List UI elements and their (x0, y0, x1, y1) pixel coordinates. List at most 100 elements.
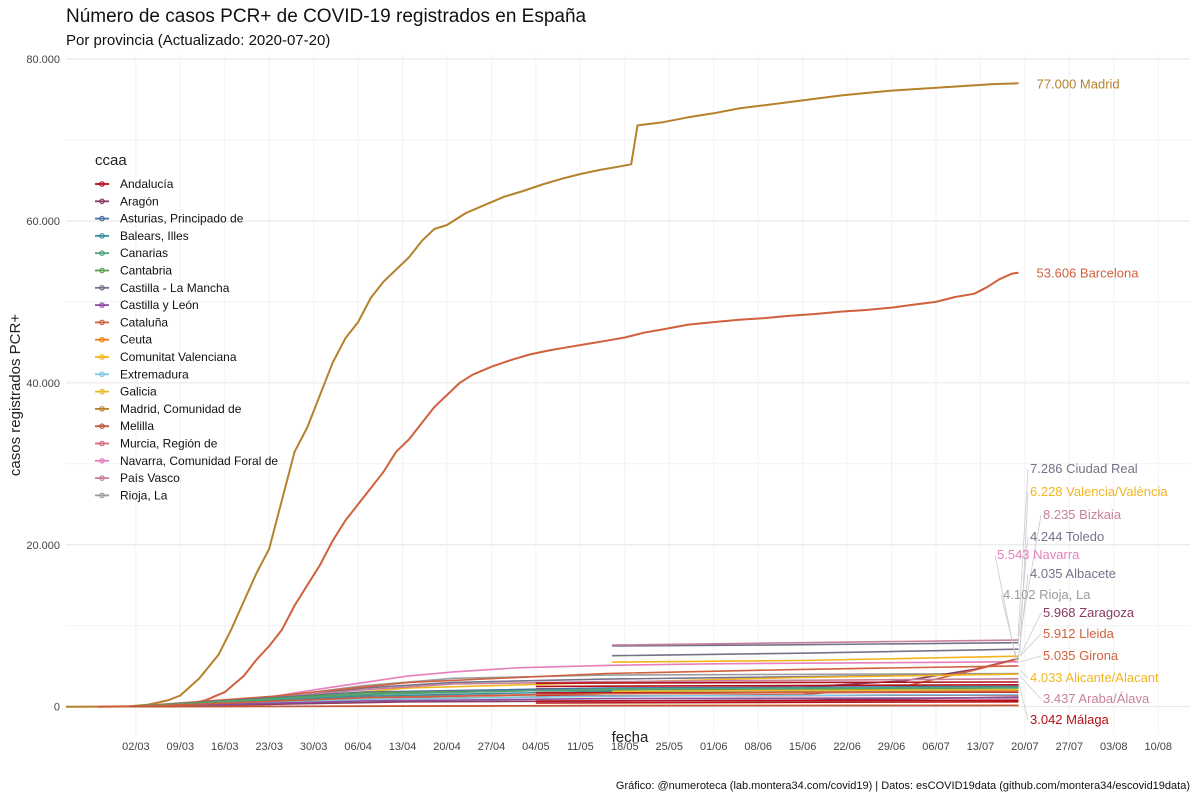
x-tick-label: 30/03 (300, 741, 328, 753)
x-tick-label: 22/06 (833, 741, 861, 753)
legend-entry: Murcia, Región de (95, 437, 218, 451)
series-line (535, 700, 1019, 704)
series-lines (65, 82, 1019, 708)
annotation-leader (1017, 573, 1029, 663)
x-tick-label: 06/07 (922, 741, 950, 753)
province-annotation: 8.235 Bizkaia (1043, 507, 1122, 522)
legend-label: Balears, Illes (120, 229, 189, 243)
y-tick-label: 20.000 (26, 540, 60, 552)
legend-entry: Madrid, Comunidad de (95, 402, 242, 416)
x-tick-label: 23/03 (255, 741, 283, 753)
x-tick-label: 03/08 (1100, 741, 1128, 753)
legend-label: Ceuta (120, 333, 152, 347)
x-tick-label: 27/04 (478, 741, 506, 753)
province-annotation: 3.437 Araba/Álava (1043, 691, 1150, 706)
x-tick-label: 02/03 (122, 741, 150, 753)
legend-label: Andalucía (120, 177, 174, 191)
chart-title: Número de casos PCR+ de COVID-19 registr… (66, 6, 587, 27)
legend-swatch-point (99, 371, 105, 378)
legend-swatch-point (99, 492, 105, 499)
x-tick-label: 27/07 (1056, 741, 1084, 753)
x-tick-label: 29/06 (878, 741, 906, 753)
gridlines (66, 55, 1190, 735)
legend-entry: Castilla y León (95, 298, 199, 312)
chart-subtitle: Por provincia (Actualizado: 2020-07-20) (66, 32, 330, 49)
y-axis-ticks: 0 20.000 40.000 60.000 80.000 (26, 54, 60, 714)
legend-label: Aragón (120, 194, 159, 208)
series-line (612, 648, 1019, 657)
legend-entry: Andalucía (95, 177, 174, 191)
legend-swatch-point (99, 423, 105, 430)
series-line (535, 681, 1019, 685)
legend-entry: País Vasco (95, 471, 180, 485)
legend-swatch-point (99, 250, 105, 257)
province-annotation: 7.286 Ciudad Real (1030, 461, 1138, 476)
legend-swatch-point (99, 233, 105, 239)
legend-label: Asturias, Principado de (120, 212, 244, 226)
series-line (129, 704, 1019, 708)
province-annotation: 4.035 Albacete (1030, 566, 1116, 581)
legend-swatch-point (99, 267, 105, 274)
legend-label: Melilla (120, 419, 154, 433)
legend-swatch-point (99, 457, 105, 464)
legend-swatch-point (99, 319, 105, 326)
legend-label: Canarias (120, 246, 168, 260)
series-end-label: 77.000 Madrid (1037, 76, 1120, 91)
x-tick-label: 18/05 (611, 741, 639, 753)
legend-label: Murcia, Región de (120, 437, 218, 451)
legend-entry: Navarra, Comunidad Foral de (95, 454, 278, 468)
province-annotation: 4.033 Alicante/Alacant (1030, 670, 1159, 685)
legend-swatch-point (99, 336, 105, 343)
x-tick-label: 06/04 (344, 741, 372, 753)
legend-entry: Comunitat Valenciana (95, 350, 237, 364)
legend: ccaa Andalucía Aragón Asturias, Principado… (95, 152, 278, 502)
y-tick-label: 40.000 (26, 378, 60, 390)
legend-swatch-point (99, 215, 105, 222)
legend-entry: Rioja, La (95, 488, 168, 502)
legend-entry: Cataluña (95, 315, 168, 329)
legend-swatch-point (99, 354, 105, 360)
legend-entry: Balears, Illes (95, 229, 189, 243)
series-line (612, 655, 1019, 663)
legend-entry: Asturias, Principado de (95, 212, 244, 226)
annotation-leader (1017, 536, 1029, 647)
series-line (65, 82, 1019, 708)
x-tick-label: 11/05 (567, 741, 594, 753)
series-line (129, 696, 1019, 708)
x-axis-ticks: 02/03 09/03 16/03 23/03 30/03 06/04 13/04 20/04… (122, 741, 1172, 753)
legend-label: Cantabria (120, 264, 172, 278)
province-annotation: 3.042 Málaga (1030, 712, 1110, 727)
legend-swatch-point (99, 388, 105, 395)
x-tick-label: 13/04 (389, 741, 417, 753)
series-line (612, 688, 1019, 693)
x-axis-label: fecha (612, 729, 649, 746)
series-line (129, 665, 1019, 708)
province-annotation: 5.912 Lleida (1043, 626, 1115, 641)
y-tick-label: 0 (54, 702, 60, 714)
annotations: 77.000 Madrid 53.606 Barcelona 7.286 Ciuda… (997, 76, 1168, 727)
x-tick-label: 04/05 (522, 741, 550, 753)
legend-label: Castilla - La Mancha (120, 281, 230, 295)
x-tick-label: 01/06 (700, 741, 728, 753)
province-annotation: 5.968 Zaragoza (1043, 605, 1135, 620)
series-line (129, 686, 1019, 708)
legend-entry: Aragón (95, 194, 159, 208)
legend-entry: Galicia (95, 385, 157, 399)
series-line (97, 271, 1019, 708)
x-tick-label: 16/03 (211, 741, 239, 753)
legend-title: ccaa (95, 152, 127, 169)
series-line (612, 641, 1019, 647)
legend-label: Comunitat Valenciana (120, 350, 237, 364)
x-tick-label: 13/07 (967, 741, 995, 753)
series-end-label: 53.606 Barcelona (1037, 266, 1140, 281)
annotation-leader (1017, 679, 1029, 721)
legend-swatch-point (99, 406, 105, 412)
legend-entry: Cantabria (95, 264, 172, 278)
legend-entry: Extremadura (95, 367, 189, 381)
x-tick-label: 15/06 (789, 741, 817, 753)
x-tick-label: 09/03 (167, 741, 195, 753)
annotation-leaders (994, 468, 1042, 721)
x-tick-label: 10/08 (1144, 741, 1172, 753)
legend-label: Cataluña (120, 315, 168, 329)
